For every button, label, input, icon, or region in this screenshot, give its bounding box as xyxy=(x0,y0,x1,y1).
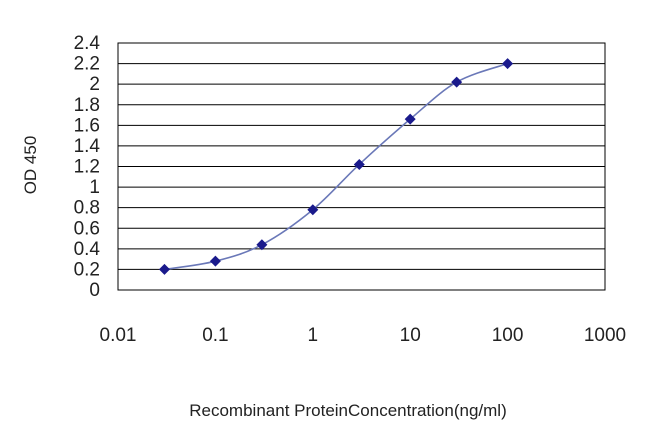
x-tick-label: 10 xyxy=(400,325,421,346)
y-tick-label: 1 xyxy=(89,177,100,198)
y-tick-label: 2 xyxy=(89,74,100,95)
x-tick-label: 0.01 xyxy=(100,325,137,346)
y-tick-label: 0.2 xyxy=(74,259,100,280)
y-tick-label: 0 xyxy=(89,280,100,301)
x-axis-ticks: 0.01 0.1 1 10 100 1000 xyxy=(100,325,627,346)
data-point-marker xyxy=(256,239,268,251)
data-point-marker xyxy=(307,204,319,216)
y-tick-label: 2.4 xyxy=(74,33,101,54)
y-tick-label: 0.4 xyxy=(74,239,101,260)
plot-frame xyxy=(117,42,606,291)
x-tick-label: 100 xyxy=(492,325,524,346)
series-layer xyxy=(158,58,514,275)
data-point-marker xyxy=(404,113,416,125)
y-tick-label: 1.4 xyxy=(74,136,101,157)
y-axis-ticks: 00.20.40.60.811.21.41.61.822.22.4 xyxy=(74,33,101,301)
x-tick-label: 1000 xyxy=(584,325,626,346)
series-line xyxy=(164,62,508,271)
y-tick-label: 0.6 xyxy=(74,218,100,239)
data-point-marker xyxy=(502,58,514,70)
y-tick-label: 1.8 xyxy=(74,95,100,116)
y-tick-label: 0.8 xyxy=(74,198,100,219)
y-tick-label: 1.6 xyxy=(74,115,100,136)
data-point-marker xyxy=(451,76,463,88)
y-axis-title: OD 450 xyxy=(21,136,40,195)
x-tick-label: 0.1 xyxy=(202,325,228,346)
x-axis-title: Recombinant ProteinConcentration(ng/ml) xyxy=(189,401,507,420)
data-point-marker xyxy=(209,255,221,267)
data-point-marker xyxy=(158,263,170,275)
y-tick-label: 2.2 xyxy=(74,54,100,75)
x-tick-label: 1 xyxy=(308,325,319,346)
y-tick-label: 1.2 xyxy=(74,157,100,178)
data-point-marker xyxy=(353,158,365,170)
